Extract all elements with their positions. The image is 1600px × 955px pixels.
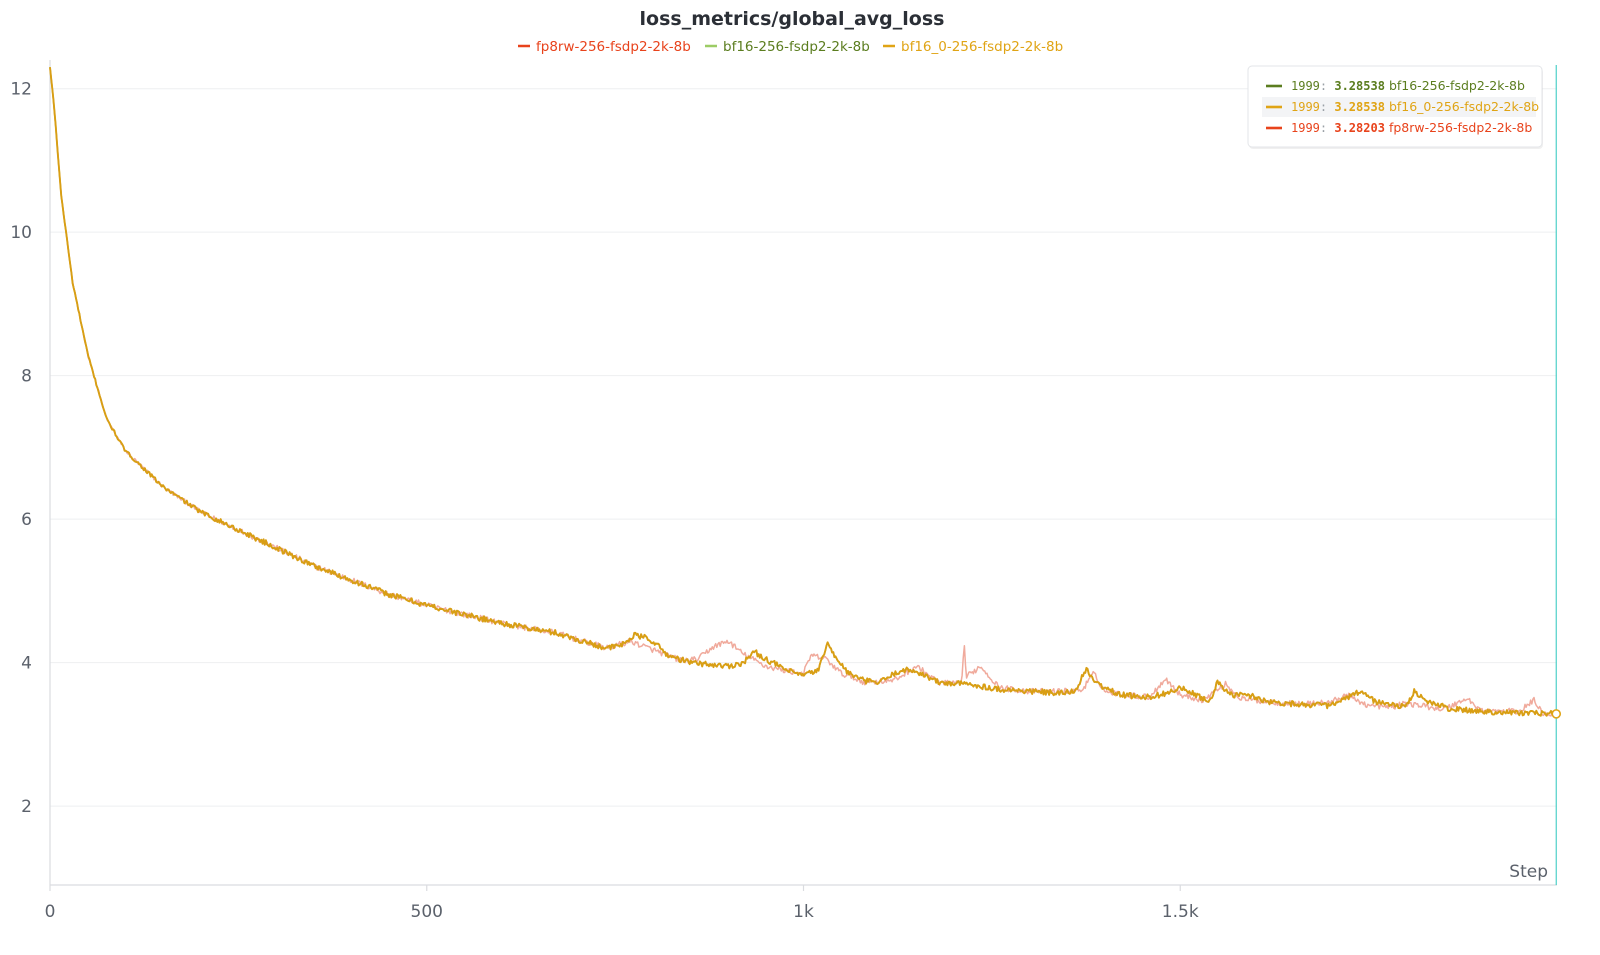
tooltip-text: 1999: 3.28538 bf16-256-fsdp2-2k-8b [1291, 78, 1525, 93]
gridlines [50, 88, 1557, 807]
tooltip-row-highlight [1262, 97, 1536, 117]
tooltip-row-fp8rw-256-fsdp2-2k-8b: 1999: 3.28203 fp8rw-256-fsdp2-2k-8b [1266, 120, 1532, 135]
x-tick-label-0: 0 [45, 902, 56, 922]
x-tick-label-3: 1.5k [1162, 902, 1199, 922]
series-layer[interactable] [49, 67, 1557, 717]
legend-label: fp8rw-256-fsdp2-2k-8b [536, 39, 691, 55]
legend-label: bf16_0-256-fsdp2-2k-8b [901, 39, 1063, 55]
series-line-bf16_0-256-fsdp2-2k-8b[interactable] [49, 67, 1557, 717]
hover-layer [1551, 65, 1562, 885]
series-line-bf16-256-fsdp2-2k-8b[interactable] [49, 67, 1557, 717]
tooltip-text: 1999: 3.28538 bf16_0-256-fsdp2-2k-8b [1291, 99, 1539, 114]
axes: 2 4 6 8 10 12 0 500 1k 1.5k [10, 60, 1557, 922]
tooltip-row-bf16_0-256-fsdp2-2k-8b: 1999: 3.28538 bf16_0-256-fsdp2-2k-8b [1262, 97, 1539, 117]
legend-item-bf16_0-256-fsdp2-2k-8b[interactable]: bf16_0-256-fsdp2-2k-8b [883, 39, 1063, 55]
legend[interactable]: fp8rw-256-fsdp2-2k-8b bf16-256-fsdp2-2k-8… [518, 39, 1063, 55]
legend-item-fp8rw-256-fsdp2-2k-8b[interactable]: fp8rw-256-fsdp2-2k-8b [518, 39, 691, 55]
chart-title: loss_metrics/global_avg_loss [640, 8, 945, 30]
legend-label: bf16-256-fsdp2-2k-8b [723, 39, 870, 55]
tooltip-text: 1999: 3.28203 fp8rw-256-fsdp2-2k-8b [1291, 120, 1532, 135]
y-tick-label-5: 12 [10, 80, 32, 100]
y-tick-label-4: 10 [10, 223, 32, 243]
y-tick-label-1: 4 [21, 654, 32, 674]
x-axis-label: Step [1509, 862, 1548, 882]
tooltip: 1999: 3.28538 bf16-256-fsdp2-2k-8b 1999: 3… [1247, 65, 1543, 149]
x-tick-label-1: 500 [411, 902, 443, 922]
tooltip-row-bf16-256-fsdp2-2k-8b: 1999: 3.28538 bf16-256-fsdp2-2k-8b [1266, 78, 1525, 93]
x-tick-label-2: 1k [793, 902, 814, 922]
hover-marker [1551, 709, 1562, 719]
series-line-fp8rw-256-fsdp2-2k-8b[interactable] [49, 67, 1556, 717]
y-tick-label-3: 8 [21, 367, 32, 387]
y-tick-label-0: 2 [21, 797, 32, 817]
legend-item-bf16-256-fsdp2-2k-8b[interactable]: bf16-256-fsdp2-2k-8b [705, 39, 870, 55]
y-tick-label-2: 6 [21, 510, 32, 530]
